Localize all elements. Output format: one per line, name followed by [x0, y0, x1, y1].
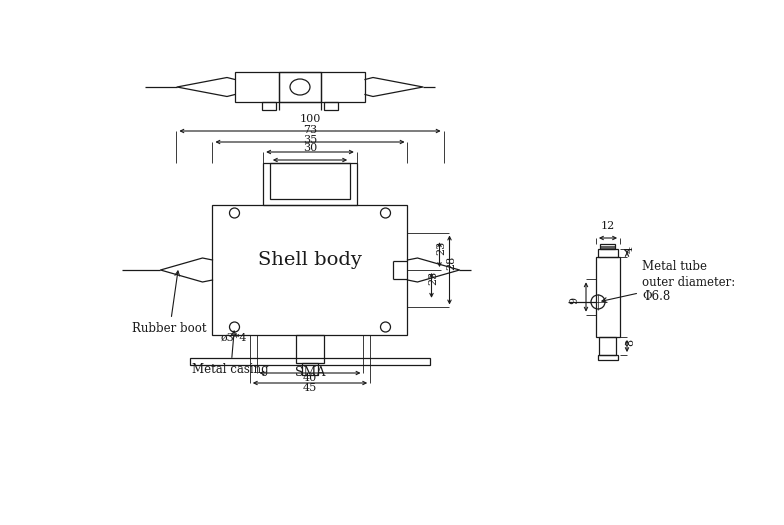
- Bar: [598, 249, 618, 257]
- Text: ø3*4: ø3*4: [220, 333, 247, 343]
- Text: 45: 45: [303, 383, 317, 393]
- Bar: [598, 355, 618, 360]
- Text: 28: 28: [447, 256, 456, 270]
- Bar: [270, 163, 350, 199]
- Text: Rubber boot: Rubber boot: [132, 271, 207, 335]
- Text: 73: 73: [303, 125, 317, 135]
- Bar: [212, 205, 408, 335]
- Text: 23: 23: [429, 271, 438, 286]
- Bar: [324, 102, 338, 110]
- Bar: [263, 163, 357, 205]
- Bar: [235, 72, 365, 102]
- Text: 8: 8: [625, 339, 635, 346]
- Text: SMA: SMA: [295, 366, 325, 379]
- Text: 23: 23: [437, 240, 447, 255]
- Bar: [279, 72, 321, 102]
- Text: Shell body: Shell body: [258, 251, 362, 269]
- Bar: [296, 335, 324, 363]
- Text: 35: 35: [303, 135, 317, 145]
- Bar: [596, 257, 620, 337]
- Text: 4: 4: [625, 246, 635, 253]
- Text: 100: 100: [299, 114, 321, 124]
- Bar: [262, 102, 276, 110]
- Bar: [601, 244, 615, 249]
- Bar: [600, 337, 616, 355]
- Bar: [302, 363, 318, 375]
- Text: 9: 9: [569, 297, 579, 304]
- Bar: [190, 358, 430, 365]
- Text: Metal tube
outer diameter:
Φ6.8: Metal tube outer diameter: Φ6.8: [602, 260, 735, 303]
- Text: 30: 30: [303, 143, 317, 153]
- Text: Metal casing: Metal casing: [193, 331, 269, 376]
- Text: 40: 40: [303, 373, 317, 383]
- Text: 12: 12: [601, 221, 615, 231]
